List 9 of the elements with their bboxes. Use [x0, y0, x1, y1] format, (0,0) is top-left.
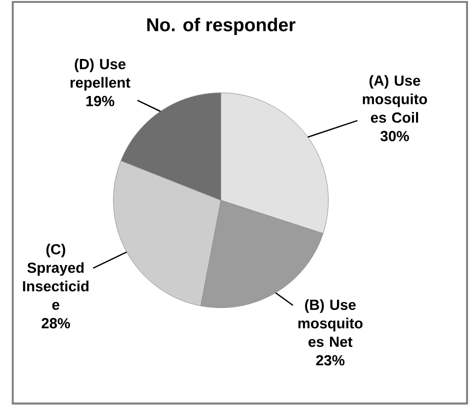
data-label: 28%: [42, 318, 70, 328]
data-label: 19%: [86, 96, 114, 106]
slice-label: (B) Use mosquito es Net: [298, 299, 363, 347]
data-label: 23%: [316, 354, 344, 366]
slice-label: (D) Use repellent: [70, 58, 130, 90]
slice-label: (A) Use mosquito es Coil: [362, 74, 428, 123]
chart-title: No. of responder: [147, 18, 296, 35]
data-label: 30%: [380, 130, 409, 142]
slice-label: (C) Sprayed Insecticid e: [23, 243, 88, 310]
